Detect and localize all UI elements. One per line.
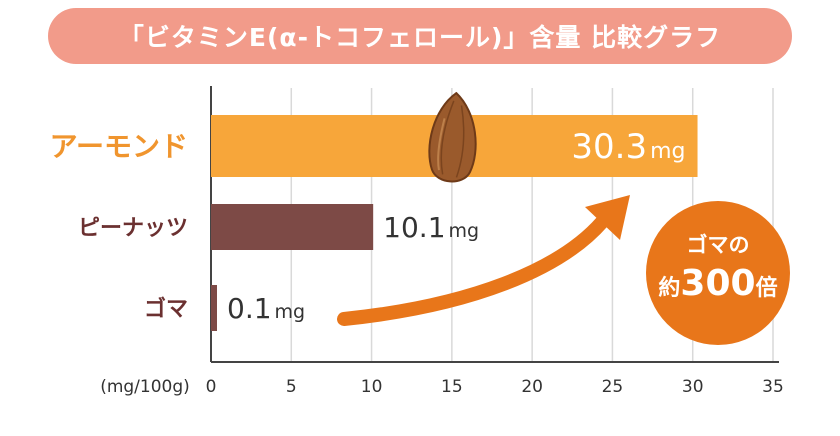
- x-tick-label: 30: [682, 377, 704, 397]
- data-label: 30.3 mg: [571, 127, 685, 167]
- callout-badge: [646, 201, 790, 345]
- x-tick-label: 35: [762, 377, 784, 397]
- callout-prefix: 約: [658, 275, 680, 301]
- title-banner: 「ビタミンE(α-トコフェロール)」含量 比較グラフ: [48, 8, 792, 64]
- bar-peanut: [211, 204, 374, 250]
- chart-title: 「ビタミンE(α-トコフェロール)」含量 比較グラフ: [118, 23, 722, 52]
- data-label-unit: mg: [650, 139, 685, 164]
- x-tick-label: 15: [441, 377, 463, 397]
- category-label: アーモンド: [50, 130, 188, 163]
- data-label-unit: mg: [449, 220, 480, 242]
- x-tick-label: 20: [521, 377, 543, 397]
- callout-number: 300: [680, 263, 755, 304]
- arrow-head-icon: [585, 195, 630, 240]
- category-label: ゴマ: [144, 296, 188, 322]
- category-label: ピーナッツ: [78, 216, 188, 241]
- x-tick-label: 5: [286, 377, 297, 397]
- data-label-unit: mg: [275, 301, 306, 323]
- data-label-value: 30.3: [571, 127, 647, 167]
- callout-line2: 約300倍: [658, 263, 777, 304]
- x-tick-label: 25: [602, 377, 624, 397]
- axis-unit-label: (mg/100g): [100, 377, 190, 397]
- data-label: 0.1 mg: [227, 292, 305, 325]
- data-label: 10.1 mg: [383, 211, 479, 244]
- x-tick-label: 0: [206, 377, 217, 397]
- callout-suffix: 倍: [756, 275, 778, 301]
- x-tick-label: 10: [361, 377, 383, 397]
- data-label-value: 10.1: [383, 211, 445, 244]
- data-label-value: 0.1: [227, 292, 272, 325]
- arrow-icon: [337, 215, 609, 326]
- callout-line1: ゴマの: [687, 233, 750, 257]
- almond-icon: [428, 91, 477, 183]
- bar-sesame: [211, 285, 217, 331]
